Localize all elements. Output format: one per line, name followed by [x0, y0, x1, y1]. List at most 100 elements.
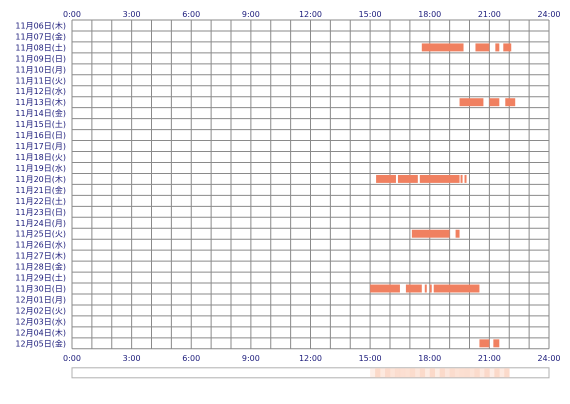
- x-tick-label: 24:00: [537, 10, 560, 19]
- row-label: 11月29日(土): [15, 273, 66, 283]
- summary-cell: [399, 368, 406, 378]
- x-tick-label: 12:00: [299, 10, 322, 19]
- row-label: 11月22日(土): [15, 196, 66, 206]
- x-tick-label: 6:00: [182, 10, 200, 19]
- x-tick-label: 0:00: [63, 10, 81, 19]
- sleep-segment: [493, 339, 500, 348]
- summary-cell: [459, 368, 465, 378]
- summary-cell: [469, 368, 475, 378]
- sleep-segment: [370, 284, 400, 293]
- summary-band: [71, 367, 550, 379]
- summary-cell: [489, 368, 495, 378]
- x-tick-label: 21:00: [478, 10, 501, 19]
- row-label: 11月20日(木): [15, 174, 66, 184]
- x-tick-label: 3:00: [123, 354, 141, 363]
- x-tick-labels-top: 0:00 3:00 6:00 9:00 12:00 15:00 18:00 21:00 24:0…: [63, 10, 561, 19]
- sleep-segment: [460, 174, 463, 183]
- sleep-segment: [421, 43, 464, 52]
- sleep-segment: [459, 98, 484, 107]
- x-tick-label: 9:00: [242, 354, 260, 363]
- x-tick-label: 0:00: [63, 354, 81, 363]
- summary-cell: [414, 368, 421, 378]
- sleep-segment: [464, 174, 467, 183]
- sleep-segment: [503, 43, 512, 52]
- sleep-segment: [419, 174, 460, 183]
- sleep-segment: [376, 174, 396, 183]
- row-label: 11月24日(月): [15, 219, 66, 228]
- summary-cell: [424, 368, 431, 378]
- summary-cell: [429, 368, 436, 378]
- row-label: 11月11日(火): [15, 76, 66, 85]
- sleep-segment: [489, 98, 500, 107]
- summary-cell: [449, 368, 455, 378]
- x-tick-label: 21:00: [478, 354, 501, 363]
- sleep-segment: [405, 284, 422, 293]
- row-label: 12月02日(火): [15, 306, 66, 315]
- row-label: 12月01日(月): [15, 295, 66, 304]
- x-tick-labels-bottom: 0:00 3:00 6:00 9:00 12:00 15:00 18:00 21:00 24:0…: [63, 354, 561, 363]
- x-tick-label: 15:00: [359, 354, 382, 363]
- sleep-segment: [495, 43, 500, 52]
- row-label: 11月10日(月): [15, 65, 66, 74]
- summary-cell: [375, 368, 381, 378]
- summary-cell: [434, 368, 440, 378]
- row-label: 11月17日(月): [15, 142, 66, 151]
- x-tick-label: 12:00: [299, 354, 322, 363]
- summary-cell: [385, 368, 391, 378]
- row-label: 12月05日(金): [15, 338, 66, 348]
- summary-cell: [439, 368, 445, 378]
- summary-cell: [444, 368, 450, 378]
- row-label: 11月27日(木): [15, 251, 66, 261]
- summary-cell: [409, 368, 416, 378]
- sleep-segment: [479, 339, 490, 348]
- summary-cell: [504, 368, 510, 378]
- row-label: 11月30日(日): [15, 285, 66, 294]
- row-label: 11月14日(金): [15, 108, 66, 118]
- row-label: 11月07日(金): [15, 31, 66, 41]
- row-labels: 11月06日(木)11月07日(金)11月08日(土) 11月09日(日) 11月1…: [15, 20, 66, 348]
- sleep-segment: [411, 229, 450, 238]
- summary-cell: [494, 368, 500, 378]
- row-label: 11月06日(木): [15, 20, 66, 30]
- summary-cell: [419, 368, 426, 378]
- x-tick-label: 15:00: [359, 10, 382, 19]
- summary-cell: [394, 368, 401, 378]
- row-label: 11月12日(水): [15, 86, 66, 96]
- sleep-segment: [433, 284, 480, 293]
- sleep-segment: [475, 43, 490, 52]
- x-tick-label: 6:00: [182, 354, 200, 363]
- summary-cell: [479, 368, 485, 378]
- row-label: 11月15日(土): [15, 119, 66, 129]
- sleep-segment: [424, 284, 427, 293]
- x-tick-label: 9:00: [242, 10, 260, 19]
- row-label: 11月19日(水): [15, 163, 66, 173]
- row-label: 12月04日(木): [15, 327, 66, 337]
- row-label: 11月08日(土): [15, 42, 66, 52]
- summary-cell: [464, 368, 470, 378]
- bars: [370, 43, 516, 348]
- row-label: 11月13日(木): [15, 97, 66, 107]
- x-tick-label: 24:00: [537, 354, 560, 363]
- summary-cell: [390, 368, 396, 378]
- summary-frame: [71, 367, 550, 379]
- grid: [71, 19, 550, 350]
- summary-cell: [404, 368, 411, 378]
- row-label: 11月21日(金): [15, 185, 66, 195]
- row-label: 11月23日(日): [15, 208, 66, 217]
- x-tick-label: 18:00: [418, 10, 441, 19]
- row-label: 11月25日(火): [15, 230, 66, 239]
- sleep-segment: [429, 284, 432, 293]
- sleep-segment: [455, 229, 460, 238]
- x-tick-label: 3:00: [123, 10, 141, 19]
- summary-cell: [474, 368, 480, 378]
- row-label: 11月18日(火): [15, 153, 66, 162]
- row-label: 11月09日(日): [15, 54, 66, 63]
- sleep-segment: [397, 174, 418, 183]
- summary-cell: [484, 368, 490, 378]
- x-tick-label: 18:00: [418, 354, 441, 363]
- row-label: 11月26日(水): [15, 240, 66, 250]
- summary-cell: [380, 368, 386, 378]
- summary-cell: [370, 368, 376, 378]
